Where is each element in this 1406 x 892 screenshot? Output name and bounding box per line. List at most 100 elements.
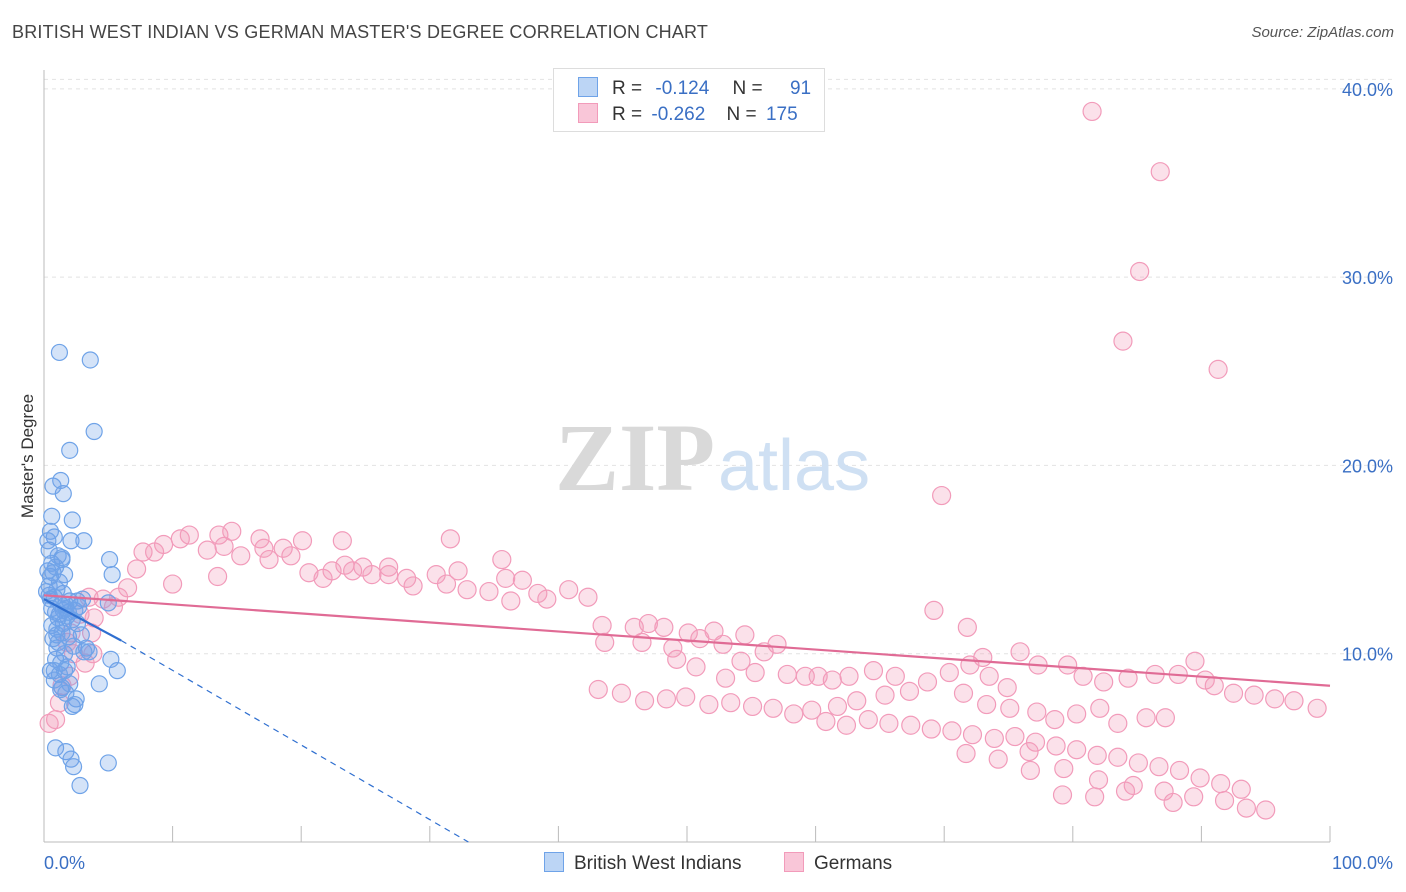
german-point (1307, 698, 1327, 718)
chart-title: BRITISH WEST INDIAN VS GERMAN MASTER'S D… (12, 22, 709, 42)
german-point (1019, 742, 1039, 762)
legend-r-label: R = (612, 104, 643, 125)
bwi-point (103, 566, 121, 584)
bwi-point (77, 639, 96, 657)
german-point (1005, 726, 1025, 747)
german-point (784, 704, 804, 724)
german-point (208, 566, 228, 587)
bwi-point (71, 776, 89, 795)
german-point (163, 574, 183, 594)
legend-r-value: -0.262 (651, 104, 706, 125)
german-point (984, 728, 1004, 749)
german-point (1149, 757, 1169, 777)
german-point (209, 525, 229, 545)
bwi-point (52, 680, 70, 699)
german-point (126, 559, 147, 579)
german-point (1244, 685, 1264, 705)
y-tick-label: 30.0% (1342, 268, 1393, 288)
german-point (1058, 655, 1078, 675)
german-point (1185, 651, 1205, 671)
german-point (956, 743, 976, 764)
german-point (979, 666, 999, 686)
german-point (1211, 774, 1231, 794)
german-point (559, 580, 579, 600)
german-point (777, 664, 797, 685)
german-point (899, 681, 920, 701)
bwi-points (37, 343, 126, 795)
german-point (863, 661, 884, 681)
german-point (1045, 710, 1065, 730)
german-point (1082, 101, 1102, 122)
german-point (932, 485, 952, 506)
legend-r-value: -0.124 (655, 78, 710, 99)
german-point (686, 657, 706, 677)
german-point (1169, 760, 1190, 781)
bwi-point (81, 351, 99, 369)
german-point (656, 689, 677, 709)
legend-n-value: 91 (789, 78, 812, 99)
german-point (816, 711, 836, 732)
bwi-point (41, 662, 60, 680)
german-point (611, 683, 632, 703)
german-point (362, 565, 382, 585)
german-point (448, 561, 468, 581)
legend-n-label: N = (732, 78, 763, 99)
german-point (222, 521, 242, 541)
german-point (170, 529, 190, 549)
german-point (1020, 760, 1040, 781)
german-point (763, 698, 783, 718)
german-point (942, 721, 962, 741)
german-point (1265, 689, 1285, 709)
german-point (144, 542, 165, 562)
german-point (742, 696, 763, 717)
german-point (1130, 261, 1150, 282)
german-point (1115, 781, 1136, 801)
german-point (731, 651, 751, 671)
german-point (281, 546, 301, 566)
german-point (299, 563, 319, 583)
german-point (1085, 787, 1105, 807)
german-point (676, 687, 696, 707)
y-tick-label: 10.0% (1342, 645, 1393, 665)
german-point (1150, 162, 1170, 182)
german-point (715, 668, 736, 688)
german-trend-line (43, 594, 1331, 687)
y-axis-title: Master's Degree (18, 394, 37, 518)
legend-row-bwi: R = -0.124 N = 91 (578, 77, 811, 101)
german-point (858, 710, 878, 730)
german-point (335, 555, 355, 575)
bwi-point (100, 550, 119, 569)
bwi-point (99, 594, 117, 612)
german-point (802, 700, 822, 720)
german-point (1113, 331, 1133, 351)
bwi-point (99, 754, 117, 772)
legend-row-german: R = -0.262 N = 175 (578, 103, 798, 127)
bwi-point (85, 422, 103, 441)
german-point (578, 587, 598, 607)
german-point (1236, 798, 1257, 818)
german-point (379, 565, 399, 585)
german-point (1108, 747, 1128, 767)
legend-r-label: R = (612, 78, 643, 99)
german-point (957, 617, 977, 637)
german-point (1204, 676, 1224, 696)
german-point (1087, 745, 1107, 765)
german-point (822, 670, 842, 690)
bwi-trend-line (43, 598, 122, 642)
watermark-zip: ZIP (555, 404, 715, 511)
german-point (501, 591, 521, 611)
german-point (1090, 698, 1110, 718)
german-point (1118, 668, 1138, 688)
bwi-point (90, 675, 108, 693)
german-point (254, 538, 274, 558)
bwi-point (61, 441, 79, 459)
german-point (924, 600, 944, 621)
german-point (901, 715, 921, 735)
german-point (1208, 359, 1228, 379)
german-point (457, 580, 477, 600)
german-point (1128, 753, 1148, 773)
german-point (528, 583, 548, 604)
bottom-legend-swatch-german (784, 852, 804, 872)
german-point (1067, 740, 1087, 760)
german-point (638, 613, 659, 634)
